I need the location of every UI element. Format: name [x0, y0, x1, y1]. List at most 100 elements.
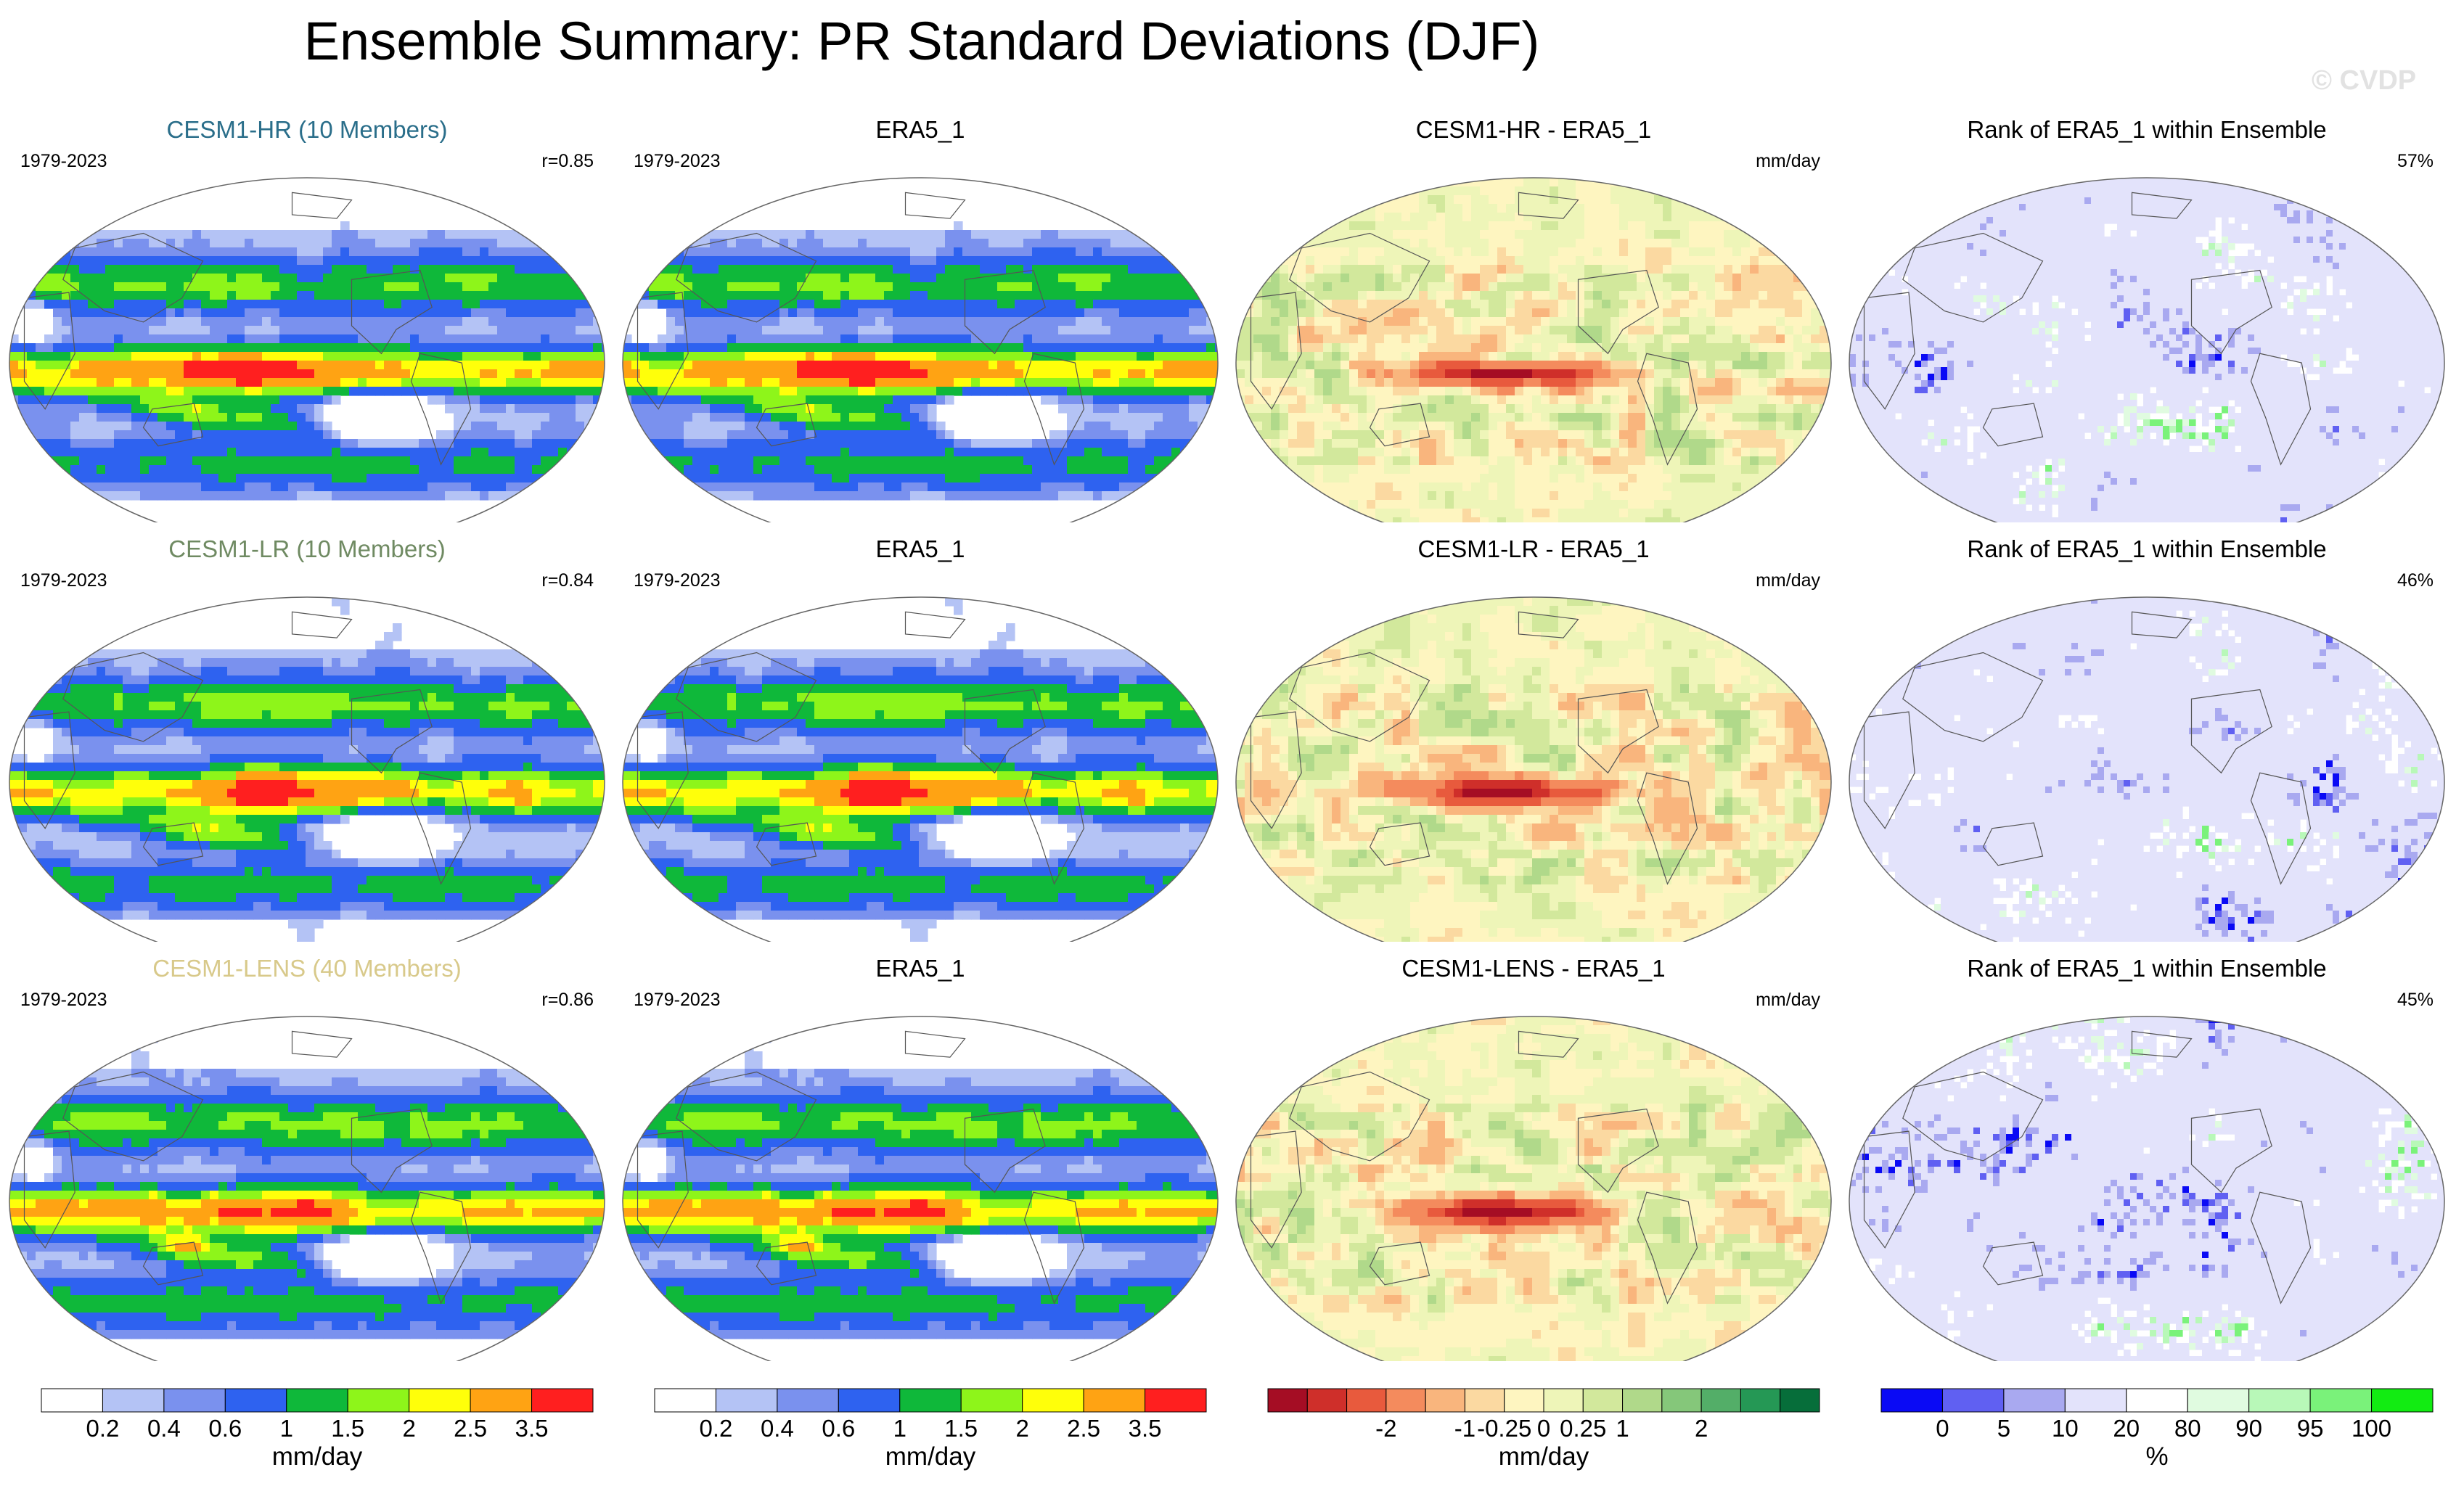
coastline-0	[62, 232, 204, 323]
colorbar-tick-label: 95	[2297, 1415, 2324, 1442]
colorbar-tick-label: 100	[2352, 1415, 2391, 1442]
coastline-1	[1863, 1130, 1915, 1249]
coastline-5	[1518, 192, 1579, 219]
colorbar-tick-label: 0.6	[208, 1415, 242, 1442]
colorbar-swatch	[286, 1388, 348, 1413]
rank-field	[1849, 1016, 2444, 1361]
coastline-0	[676, 1071, 817, 1162]
coastline-4	[1637, 772, 1698, 885]
coastline-3	[351, 689, 433, 774]
panel-stat-label: mm/day	[1756, 990, 1820, 1011]
colorbar-tick-label: -1	[1454, 1415, 1475, 1442]
panel-r1-c1: CESM1-HR (10 Members) 1979-2023 r=0.85	[6, 116, 608, 522]
coastline-5	[1518, 611, 1579, 638]
coastline-2	[756, 1241, 817, 1286]
colorbar-swatch	[531, 1388, 594, 1413]
coastline-5	[904, 192, 966, 219]
colorbar-tick-label: 2	[402, 1415, 415, 1442]
coastline-3	[964, 269, 1046, 355]
panel-title: ERA5_1	[619, 955, 1221, 982]
colorbar-swatch	[2371, 1388, 2434, 1413]
panel-r3-c1: CESM1-LENS (40 Members) 1979-2023 r=0.86	[6, 955, 608, 1361]
colorbar-tick-label: 0	[1936, 1415, 1949, 1442]
coastline-1	[1250, 1130, 1302, 1249]
colorbar-swatch	[1346, 1388, 1387, 1413]
rank-map	[1849, 177, 2445, 522]
colorbar-swatch	[102, 1388, 165, 1413]
std-field	[9, 597, 605, 942]
colorbar-swatch	[2126, 1388, 2188, 1413]
std-field	[9, 192, 605, 501]
coastline-4	[410, 353, 472, 466]
panel-title: CESM1-LR - ERA5_1	[1232, 535, 1835, 563]
panel-r1-c3: CESM1-HR - ERA5_1 mm/day	[1232, 116, 1835, 522]
coastline-3	[2190, 269, 2272, 355]
map-border	[9, 1016, 605, 1361]
std-field	[623, 597, 1218, 942]
colorbar-tick-label: 3.5	[515, 1415, 549, 1442]
coastline-5	[1518, 1030, 1579, 1058]
coastline-3	[1577, 689, 1659, 774]
map-border	[1849, 596, 2445, 942]
colorbar-tick-label: 0.25	[1560, 1415, 1606, 1442]
coastline-2	[1982, 1241, 2044, 1286]
coastline-2	[1982, 403, 2044, 447]
colorbar-units: mm/day	[1266, 1442, 1821, 1471]
std-map	[9, 596, 605, 942]
coastline-1	[23, 711, 75, 829]
panel-title: CESM1-HR (10 Members)	[6, 116, 608, 144]
panel-title: CESM1-HR - ERA5_1	[1232, 116, 1835, 144]
colorbar-swatch	[654, 1388, 716, 1413]
diff-map	[1235, 596, 1832, 942]
coastline-0	[676, 232, 817, 323]
colorbar-swatch	[1780, 1388, 1820, 1413]
colorbar-swatch	[2003, 1388, 2066, 1413]
coastline-3	[2190, 689, 2272, 774]
period-label: 1979-2023	[20, 990, 107, 1011]
std-field	[9, 1030, 605, 1339]
panel-title: Rank of ERA5_1 within Ensemble	[1846, 535, 2448, 563]
panel-stat-label: 46%	[2397, 570, 2434, 591]
coastline-4	[1023, 353, 1085, 466]
rank-field	[1849, 178, 2444, 522]
colorbar-tick-label: 2	[1015, 1415, 1028, 1442]
std-map	[622, 177, 1219, 522]
rank-map	[1849, 1016, 2445, 1361]
rank-colorbar: 0 5 10 20 80 90 95 100%	[1880, 1387, 2464, 1482]
map-border	[1235, 1016, 1832, 1361]
panel-stat-label: r=0.85	[541, 151, 594, 172]
coastline-2	[756, 403, 817, 447]
panel-r2-c4: Rank of ERA5_1 within Ensemble 46%	[1846, 535, 2448, 942]
colorbar-swatch	[163, 1388, 226, 1413]
map-border	[1849, 1016, 2445, 1361]
coastline-0	[62, 652, 204, 742]
period-label: 1979-2023	[634, 151, 721, 172]
colorbar-swatch	[347, 1388, 410, 1413]
colorbar-swatch	[1022, 1388, 1084, 1413]
coastline-4	[1637, 353, 1698, 466]
coastline-0	[1289, 652, 1430, 742]
panel-r2-c3: CESM1-LR - ERA5_1 mm/day	[1232, 535, 1835, 942]
panel-r2-c2: ERA5_1 1979-2023	[619, 535, 1221, 942]
map-border	[622, 177, 1219, 522]
panel-r2-c1: CESM1-LR (10 Members) 1979-2023 r=0.84	[6, 535, 608, 942]
coastline-2	[142, 403, 204, 447]
diff-field	[1236, 1016, 1831, 1361]
map-border	[9, 596, 605, 942]
colorbar-swatch	[1582, 1388, 1624, 1413]
colorbar-swatch	[409, 1388, 471, 1413]
coastline-0	[1289, 232, 1430, 323]
period-label: 1979-2023	[634, 570, 721, 591]
coastline-1	[637, 711, 689, 829]
coastline-1	[1863, 292, 1915, 410]
panel-stat-label: mm/day	[1756, 570, 1820, 591]
diff-map	[1235, 1016, 1832, 1361]
colorbar-swatch	[1386, 1388, 1426, 1413]
coastline-3	[351, 269, 433, 355]
colorbar-tick-label: 1.5	[331, 1415, 364, 1442]
colorbar-swatch	[838, 1388, 901, 1413]
diff-field	[1236, 178, 1831, 522]
colorbar-swatch	[715, 1388, 778, 1413]
coastline-1	[637, 292, 689, 410]
colorbar-units: mm/day	[653, 1442, 1208, 1471]
